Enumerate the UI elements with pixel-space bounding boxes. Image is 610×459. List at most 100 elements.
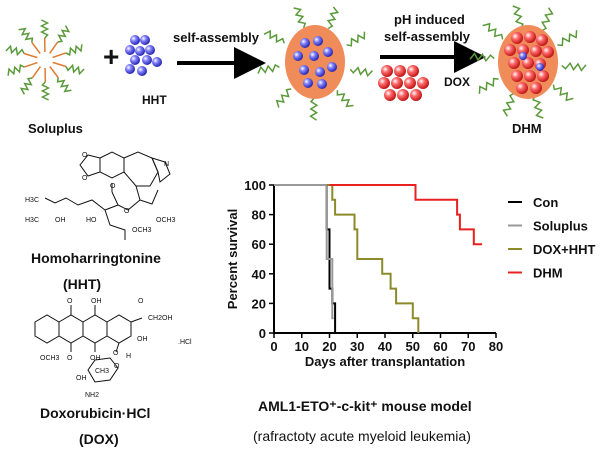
dox-molecule (530, 82, 542, 94)
polymer-chain (346, 31, 366, 47)
dhm-label: DHM (512, 121, 542, 136)
svg-text:O: O (124, 208, 130, 215)
dox-molecule (384, 89, 396, 101)
polymer-chain (532, 94, 544, 119)
hht-molecule (315, 67, 325, 77)
svg-text:N: N (164, 161, 169, 168)
series-line-dox-hht (326, 184, 420, 333)
hht-molecules-icon (125, 35, 162, 76)
hydrophobic-segment (52, 61, 67, 68)
x-tick-label: 10 (295, 339, 309, 354)
dox-molecule (394, 65, 406, 77)
polymer-chain (57, 25, 71, 43)
polymer-chain (5, 44, 25, 57)
dox-label: DOX (444, 75, 470, 89)
hht-loaded-micelle-icon (257, 6, 373, 121)
polymer-chain (309, 97, 319, 121)
svg-text:.HCl: .HCl (178, 339, 192, 346)
x-tick-label: 20 (322, 339, 336, 354)
polymer-chain (19, 77, 33, 95)
dox-molecule (397, 89, 409, 101)
hydrophobic-segment (23, 52, 38, 59)
hht-molecule (130, 55, 140, 65)
caption-subtitle: (rafractoty acute myeloid leukemia) (253, 428, 471, 444)
svg-text:HO: HO (86, 217, 97, 224)
hht-structure-drawing (44, 151, 171, 240)
hht-molecule (137, 66, 147, 76)
polymer-chain (65, 44, 83, 56)
dox-molecule (407, 65, 419, 77)
arrow1-label: self-assembly (173, 30, 260, 45)
svg-text:O: O (67, 298, 73, 305)
dox-name: Doxorubicin·HCl (40, 405, 150, 421)
soluplus-label: Soluplus (28, 121, 83, 136)
hht-molecule (145, 45, 155, 55)
polymer-chain (40, 81, 51, 101)
dox-molecule (536, 34, 548, 46)
svg-text:O: O (67, 355, 73, 362)
legend-label: DHM (533, 266, 563, 281)
legend-label: DOX+HHT (533, 242, 596, 257)
hht-molecule (299, 65, 309, 75)
legend-label: Con (533, 195, 558, 210)
svg-text:OCH3: OCH3 (40, 355, 60, 362)
arrow2-label-line1: pH induced (394, 12, 465, 27)
svg-text:O: O (113, 350, 119, 357)
polymer-chain (56, 77, 72, 93)
svg-text:CH3: CH3 (95, 368, 109, 375)
svg-text:NH2: NH2 (85, 392, 99, 399)
y-tick-label: 80 (252, 208, 266, 223)
series-line-dhm (329, 184, 483, 246)
x-tick-label: 60 (433, 339, 447, 354)
x-tick-label: 0 (270, 339, 277, 354)
dox-molecule (404, 77, 416, 89)
polymer-chain (469, 52, 495, 63)
hht-molecule (323, 47, 333, 57)
polymer-chain (349, 66, 373, 78)
hydrophobic-segment (48, 41, 59, 54)
hht-abbr: (HHT) (63, 276, 101, 292)
svg-text:H3C: H3C (25, 217, 39, 224)
dox-structure-drawing (34, 305, 143, 383)
hht-molecule (327, 62, 337, 72)
polymer-chain (275, 88, 292, 108)
hht-molecule (135, 46, 145, 56)
hydrophobic-segment (23, 61, 38, 68)
svg-text:H3C: H3C (25, 197, 39, 204)
svg-text:OCH3: OCH3 (156, 217, 176, 224)
dox-molecule (391, 77, 403, 89)
hht-molecule (303, 78, 313, 88)
polymer-chain (502, 92, 516, 117)
survival-chart: 0 10 20 30 40 50 60 70 80 0 20 40 60 80 100 Con Soluplu… (225, 178, 596, 369)
svg-text:OCH3: OCH3 (132, 227, 152, 234)
hydrophobic-segment (52, 52, 67, 59)
hht-molecule (313, 36, 323, 46)
y-tick-label: 40 (252, 267, 266, 282)
polymer-chain (263, 29, 286, 44)
svg-text:O: O (82, 175, 88, 182)
plus-sign: + (103, 41, 119, 72)
svg-text:O: O (82, 152, 88, 159)
polymer-chain (512, 5, 524, 30)
polymer-chain (552, 84, 574, 102)
hht-molecule (293, 51, 303, 61)
hydrophobic-segment (49, 65, 59, 79)
dox-molecule (530, 45, 542, 57)
dox-molecule (381, 65, 393, 77)
hht-atom-labels: N O O H3C H3C OH HO O O OCH3 OCH3 (25, 152, 176, 234)
hht-molecule (300, 38, 310, 48)
polymer-chain (39, 19, 50, 39)
dox-molecule (508, 57, 520, 69)
polymer-chain (561, 61, 587, 72)
dox-molecule (537, 70, 549, 82)
legend: Con Soluplus DOX+HHT DHM (508, 195, 596, 281)
polymer-chain (336, 90, 354, 108)
x-tick-label: 50 (406, 339, 420, 354)
dox-molecule (511, 32, 523, 44)
hht-molecule (536, 63, 544, 71)
soluplus-micelle-icon (5, 19, 85, 101)
dox-molecule (524, 31, 536, 43)
polymer-chain (540, 7, 554, 32)
self-assembly-scheme: Soluplus + HHT self-assembly pH induced … (5, 5, 587, 136)
polymer-chain (257, 63, 280, 74)
